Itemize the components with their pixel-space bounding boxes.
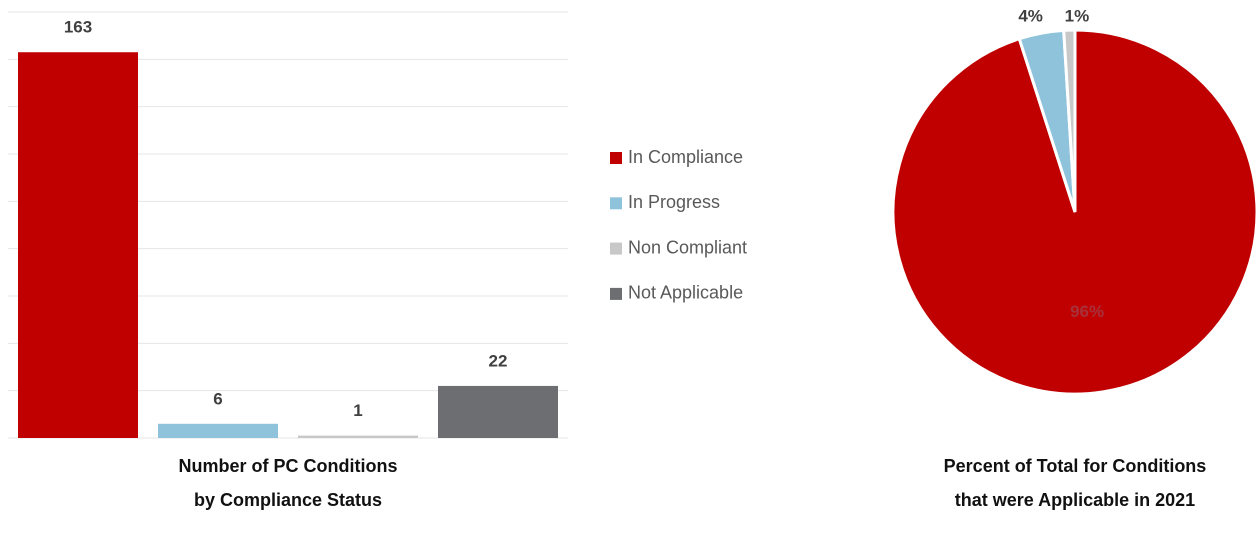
value-label: 22: [489, 351, 508, 370]
value-label: 96%: [1070, 302, 1104, 321]
pie-slice: [1062, 28, 1077, 213]
legend-label: Not Applicable: [628, 283, 743, 303]
legend-swatch: [610, 242, 622, 255]
value-label: 1%: [1065, 6, 1090, 25]
value-label: 1: [353, 401, 362, 420]
bar: [158, 423, 278, 438]
legend-label: In Compliance: [628, 147, 743, 167]
pie-title: that were Applicable in 2021: [955, 490, 1195, 510]
legend-swatch: [610, 287, 622, 300]
bar: [438, 385, 558, 438]
bar-title: Number of PC Conditions: [179, 456, 398, 476]
value-label: 163: [64, 18, 92, 37]
value-label: 6: [213, 389, 222, 408]
legend-swatch: [610, 152, 622, 164]
pie-title: Percent of Total for Conditions: [944, 456, 1207, 476]
bar: [298, 435, 418, 438]
legend-label: Non Compliant: [628, 237, 747, 257]
value-label: 4%: [1018, 6, 1043, 25]
bar-title: by Compliance Status: [194, 490, 382, 510]
legend-label: In Progress: [628, 192, 720, 212]
legend-swatch: [610, 197, 622, 210]
bar: [18, 52, 138, 438]
